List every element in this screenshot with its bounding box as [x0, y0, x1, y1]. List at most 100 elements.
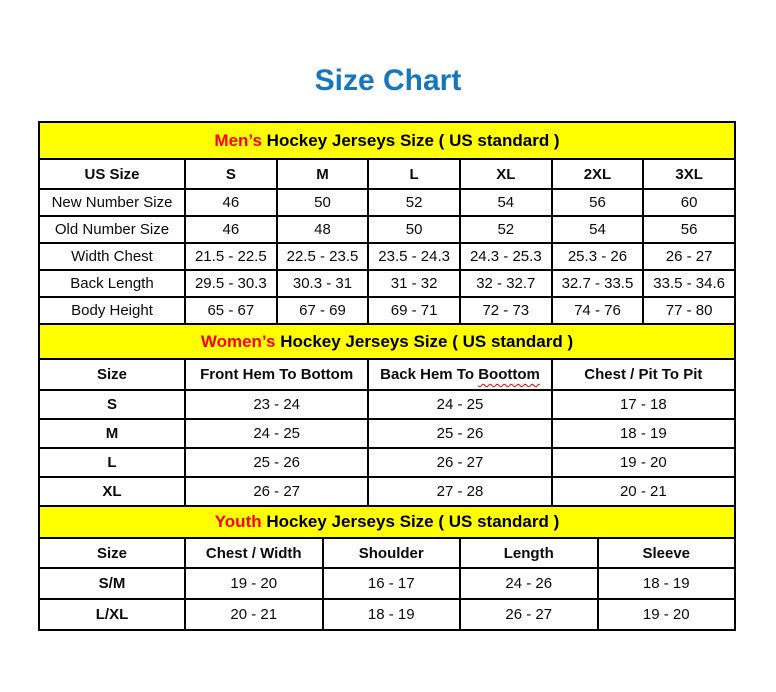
data-cell: 20 - 21	[550, 476, 737, 507]
table-row: S/M 19 - 20 16 - 17 24 - 26 18 - 19	[38, 567, 736, 600]
page-title: Size Chart	[314, 64, 462, 97]
data-cell: 24 - 25	[367, 389, 553, 420]
row-label: New Number Size	[38, 188, 186, 217]
data-cell: 46	[184, 215, 278, 244]
data-cell: 26 - 27	[367, 447, 553, 478]
data-cell: 33.5 - 34.6	[642, 269, 736, 298]
section-heading: Youth Hockey Jerseys Size ( US standard …	[38, 505, 736, 539]
data-cell: 74 - 76	[550, 296, 645, 325]
data-cell: 46	[184, 188, 278, 217]
column-header: Sleeve	[596, 537, 736, 569]
column-header: Length	[459, 537, 599, 569]
table-row: L 25 - 26 26 - 27 19 - 20	[38, 447, 737, 478]
column-header: L	[367, 158, 461, 190]
data-cell: 29.5 - 30.3	[184, 269, 278, 298]
data-cell: 17 - 18	[550, 389, 737, 420]
row-label: L/XL	[38, 598, 186, 631]
data-cell: 18 - 19	[550, 418, 737, 449]
data-cell: 24 - 26	[459, 567, 599, 600]
data-cell: 18 - 19	[596, 567, 736, 600]
misspelled-word: Boottom	[478, 366, 540, 383]
data-cell: 32 - 32.7	[458, 269, 553, 298]
data-cell: 26 - 27	[183, 476, 370, 507]
data-cell: 77 - 80	[642, 296, 736, 325]
data-cell: 21.5 - 22.5	[184, 242, 278, 271]
data-cell: 25 - 26	[367, 418, 553, 449]
data-cell: 56	[642, 215, 736, 244]
column-header: Chest / Pit To Pit	[550, 358, 737, 391]
data-cell: 26 - 27	[642, 242, 736, 271]
section-band: Men’s Hockey Jerseys Size ( US standard …	[38, 121, 736, 160]
row-label: Body Height	[38, 296, 186, 325]
table-row: Back Length 29.5 - 30.3 30.3 - 31 31 - 32 32…	[38, 269, 736, 298]
row-label: S/M	[38, 567, 186, 600]
data-cell: 25 - 26	[183, 447, 370, 478]
data-cell: 23.5 - 24.3	[367, 242, 461, 271]
data-cell: 22.5 - 23.5	[275, 242, 370, 271]
data-cell: 54	[458, 188, 553, 217]
section-title-rest: Hockey Jerseys Size ( US standard )	[261, 130, 560, 150]
section-title-highlight: Youth	[214, 512, 262, 531]
table-row: S 23 - 24 24 - 25 17 - 18	[38, 389, 737, 420]
womens-size-table: Women’s Hockey Jerseys Size ( US standar…	[38, 323, 737, 507]
youth-size-table: Youth Hockey Jerseys Size ( US standard …	[38, 505, 736, 631]
data-cell: 25.3 - 26	[550, 242, 645, 271]
data-cell: 72 - 73	[458, 296, 553, 325]
section-band: Women’s Hockey Jerseys Size ( US standar…	[38, 323, 736, 360]
row-label: Old Number Size	[38, 215, 186, 244]
column-header: US Size	[38, 158, 186, 190]
data-cell: 19 - 20	[184, 567, 324, 600]
column-header: M	[275, 158, 370, 190]
data-cell: 50	[367, 215, 461, 244]
data-cell: 23 - 24	[183, 389, 370, 420]
data-cell: 18 - 19	[321, 598, 461, 631]
data-cell: 30.3 - 31	[275, 269, 370, 298]
data-cell: 24.3 - 25.3	[458, 242, 553, 271]
data-cell: 31 - 32	[367, 269, 461, 298]
table-row: M 24 - 25 25 - 26 18 - 19	[38, 418, 737, 449]
column-header: S	[184, 158, 278, 190]
row-label: M	[38, 418, 186, 449]
data-cell: 69 - 71	[367, 296, 461, 325]
data-cell: 20 - 21	[184, 598, 324, 631]
data-cell: 16 - 17	[321, 567, 461, 600]
table-row: L/XL 20 - 21 18 - 19 26 - 27 19 - 20	[38, 598, 736, 631]
column-header: Chest / Width	[184, 537, 324, 569]
header-row: US Size S M L XL 2XL 3XL	[38, 158, 736, 190]
section-title-highlight: Women’s	[200, 331, 276, 351]
column-header: Back Hem To Boottom	[367, 358, 553, 391]
section-title-rest: Hockey Jerseys Size ( US standard )	[261, 512, 560, 531]
data-cell: 54	[550, 215, 645, 244]
data-cell: 48	[275, 215, 370, 244]
section-heading: Men’s Hockey Jerseys Size ( US standard …	[38, 121, 736, 160]
table-row: XL 26 - 27 27 - 28 20 - 21	[38, 476, 737, 507]
data-cell: 60	[642, 188, 736, 217]
data-cell: 32.7 - 33.5	[550, 269, 645, 298]
table-row: Old Number Size 46 48 50 52 54 56	[38, 215, 736, 244]
table-row: Width Chest 21.5 - 22.5 22.5 - 23.5 23.5 - …	[38, 242, 736, 271]
data-cell: 56	[550, 188, 645, 217]
row-label: XL	[38, 476, 186, 507]
mens-size-table: Men’s Hockey Jerseys Size ( US standard …	[38, 121, 736, 325]
row-label: L	[38, 447, 186, 478]
data-cell: 27 - 28	[367, 476, 553, 507]
section-title-highlight: Men’s	[214, 130, 262, 150]
data-cell: 50	[275, 188, 370, 217]
data-cell: 52	[367, 188, 461, 217]
section-title-rest: Hockey Jerseys Size ( US standard )	[275, 331, 574, 351]
header-row: Size Front Hem To Bottom Back Hem To Boott…	[38, 358, 737, 391]
column-header: 2XL	[550, 158, 645, 190]
row-label: Width Chest	[38, 242, 186, 271]
row-label: S	[38, 389, 186, 420]
data-cell: 26 - 27	[459, 598, 599, 631]
column-header: XL	[458, 158, 553, 190]
header-row: Size Chest / Width Shoulder Length Sleeve	[38, 537, 736, 569]
table-row: Body Height 65 - 67 67 - 69 69 - 71 72 - 73 7…	[38, 296, 736, 325]
data-cell: 65 - 67	[184, 296, 278, 325]
column-header: Front Hem To Bottom	[183, 358, 370, 391]
section-band: Youth Hockey Jerseys Size ( US standard …	[38, 505, 736, 539]
data-cell: 24 - 25	[183, 418, 370, 449]
row-label: Back Length	[38, 269, 186, 298]
data-cell: 19 - 20	[550, 447, 737, 478]
table-row: New Number Size 46 50 52 54 56 60	[38, 188, 736, 217]
